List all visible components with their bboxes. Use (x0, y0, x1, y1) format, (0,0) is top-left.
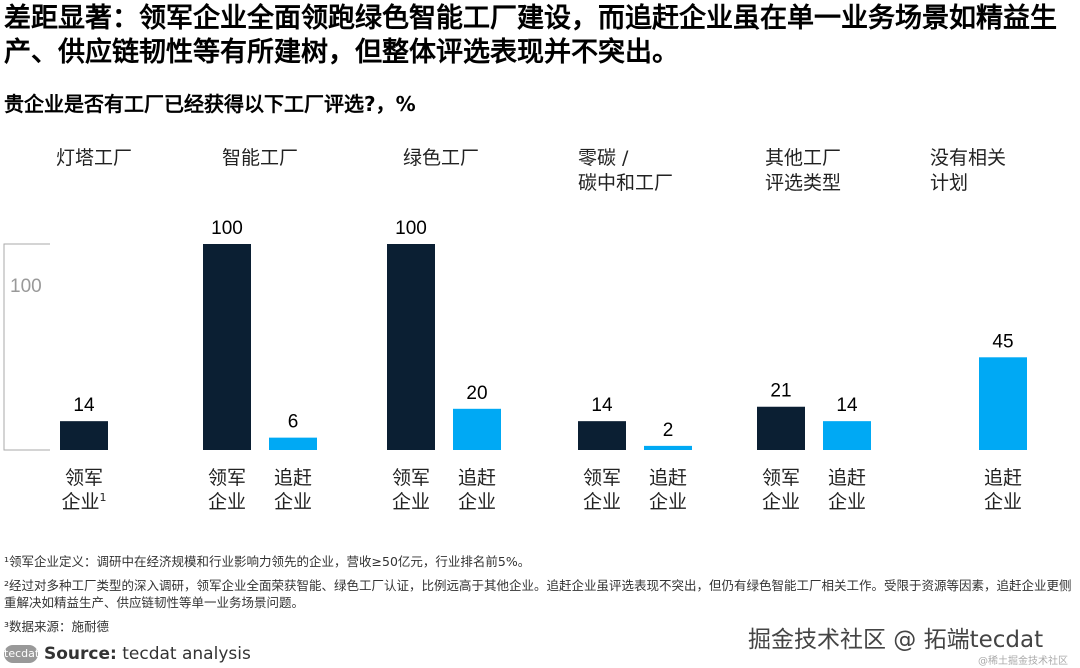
scale-bracket (3, 243, 50, 451)
category-label: 绿色工厂 (403, 146, 479, 171)
category-label-line: 绿色工厂 (403, 147, 480, 169)
bar (203, 244, 251, 450)
data-label: 14 (591, 395, 613, 416)
page-title: 差距显著：领军企业全面领跑绿色智能工厂建设，而追赶企业虽在单一业务场景如精益生产… (4, 3, 1057, 68)
data-label: 100 (211, 218, 243, 239)
category-label: 没有相关 计划 (930, 146, 1006, 196)
bar (453, 408, 501, 450)
bar (823, 421, 871, 450)
data-label: 20 (466, 383, 487, 404)
category-label: 零碳 / 碳中和工厂 (578, 146, 673, 196)
data-label: 2 (663, 420, 674, 441)
series-label: 领军 (762, 467, 800, 489)
series-label: 企业 (392, 491, 430, 513)
series-label: 企业1 (61, 491, 106, 513)
series-label: 追赶 (649, 467, 687, 489)
footnote-1: ¹领军企业定义：调研中在经济规模和行业影响力领先的企业，营收≥50亿元，行业排名… (4, 554, 531, 569)
data-label: 14 (836, 395, 858, 416)
watermark-small: @稀土掘金技术社区 (978, 656, 1068, 667)
category-label: 其他工厂 评选类型 (765, 146, 841, 196)
tecdat-logo: tecdat (4, 645, 39, 663)
bar (269, 437, 317, 450)
bar (979, 357, 1027, 450)
bar (757, 406, 805, 450)
source: tecdat Source: tecdat analysis (4, 644, 251, 664)
scale-label: 100 (10, 276, 42, 297)
bar (644, 445, 692, 450)
category-label-line: 其他工厂 (765, 147, 842, 169)
series-label: 领军 (65, 467, 103, 489)
category-label-line: 灯塔工厂 (56, 147, 133, 169)
watermark: 掘金技术社区 @ 拓端tecdat (748, 627, 1044, 653)
data-label: 45 (992, 331, 1013, 352)
data-label: 6 (288, 412, 299, 433)
category-label-line: 碳中和工厂 (578, 172, 674, 194)
series-label: 企业 (828, 491, 866, 513)
category-label: 灯塔工厂 (56, 146, 132, 171)
series-label: 领军 (583, 467, 621, 489)
data-label: 14 (73, 395, 95, 416)
series-label: 追赶 (458, 467, 496, 489)
data-label: 100 (395, 218, 427, 239)
series-label: 企业 (762, 491, 800, 513)
series-label: 企业 (208, 491, 246, 513)
footnote-2: ²经过对多种工厂类型的深入调研，领军企业全面荣获智能、绿色工厂认证，比例远高于其… (4, 578, 1072, 610)
series-label: 领军 (392, 467, 430, 489)
bar (578, 421, 626, 450)
category-label-line: 没有相关 (930, 147, 1007, 169)
series-label: 领军 (208, 467, 246, 489)
series-label: 企业 (274, 491, 312, 513)
chart-subtitle: 贵企业是否有工厂已经获得以下工厂评选?，% (4, 92, 416, 116)
bar (60, 421, 108, 450)
data-label: 21 (770, 381, 791, 402)
category-label-line: 计划 (930, 172, 969, 194)
series-label: 企业 (984, 491, 1022, 513)
category-label: 智能工厂 (222, 146, 298, 171)
source-label: Source: (44, 644, 117, 664)
category-label-line: 评选类型 (765, 172, 842, 194)
series-label: 企业 (649, 491, 687, 513)
bar (387, 244, 435, 450)
series-label: 追赶 (274, 467, 312, 489)
category-label-line: 零碳 / (578, 147, 629, 169)
series-label: 企业 (583, 491, 621, 513)
series-label: 追赶 (984, 467, 1022, 489)
series-label: 追赶 (828, 467, 866, 489)
category-label-line: 智能工厂 (222, 147, 299, 169)
source-text: tecdat analysis (116, 644, 251, 664)
series-label: 企业 (458, 491, 496, 513)
bar-chart: 10014领军企业1100领军企业100领军企业14领军企业21领军企业6追赶企… (3, 218, 1027, 513)
footnote-3: ³数据来源：施耐德 (4, 619, 110, 634)
